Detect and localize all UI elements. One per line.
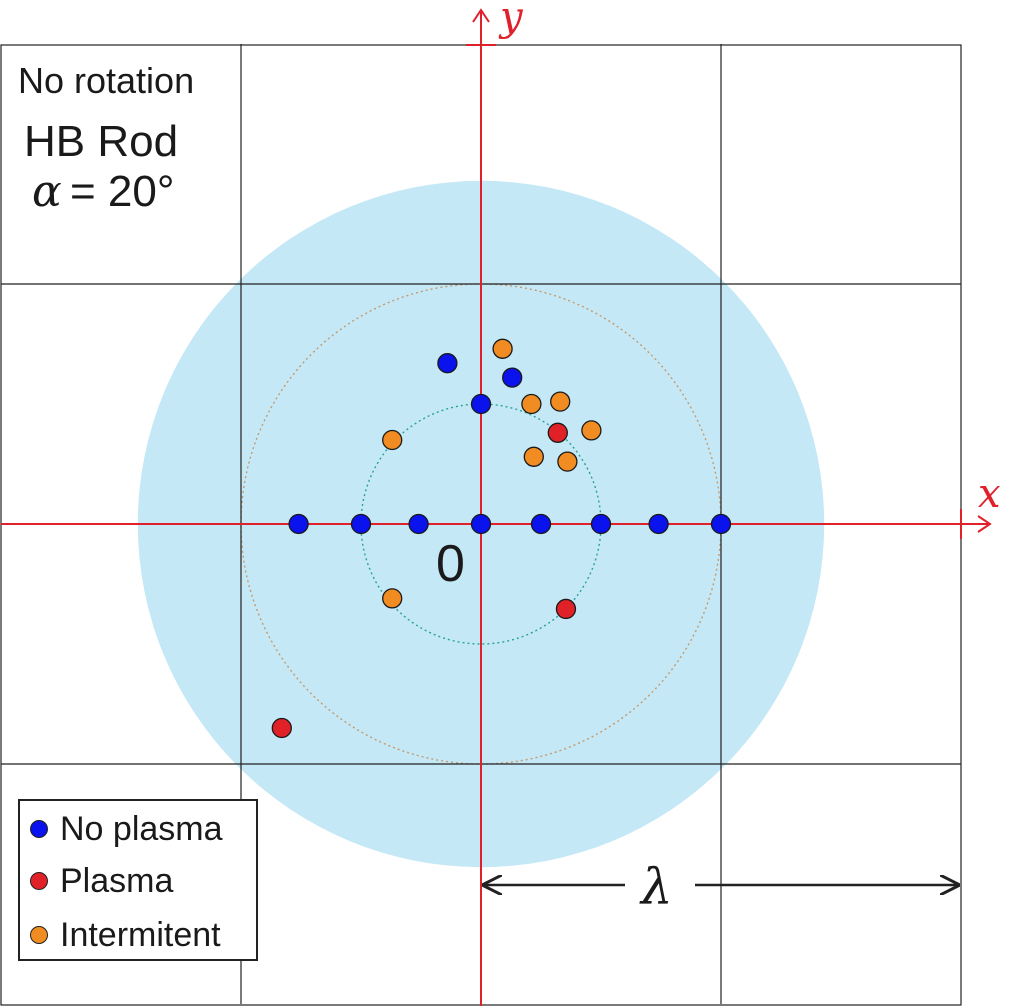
data-point-intermitent — [550, 391, 571, 412]
data-point-no-plasma — [437, 353, 458, 374]
data-point-intermitent — [382, 429, 403, 451]
data-point-no-plasma — [648, 513, 669, 535]
legend-item-plasma: Plasma — [30, 861, 173, 901]
legend: No plasma Plasma Intermitent — [18, 799, 258, 961]
data-point-no-plasma — [502, 367, 523, 388]
data-point-intermitent — [521, 393, 542, 415]
data-point-no-plasma — [470, 393, 492, 415]
data-point-no-plasma — [590, 513, 612, 535]
legend-item-intermitent: Intermitent — [30, 915, 221, 955]
data-point-plasma — [555, 598, 577, 620]
plasma-marker-icon — [30, 872, 48, 890]
rod-label: HB Rod — [24, 117, 178, 166]
data-point-intermitent — [492, 338, 513, 359]
legend-label-intermitent: Intermitent — [60, 915, 221, 954]
data-point-no-plasma — [350, 513, 372, 535]
legend-label-plasma: Plasma — [60, 861, 174, 900]
data-point-intermitent — [581, 420, 602, 441]
legend-item-no-plasma: No plasma — [30, 809, 223, 849]
alpha-value: = 20° — [70, 167, 174, 216]
rotation-label: No rotation — [18, 60, 194, 101]
data-point-plasma — [271, 717, 292, 739]
data-point-intermitent — [523, 446, 544, 467]
x-axis-label: x — [978, 471, 1001, 517]
origin-label: 0 — [436, 535, 465, 593]
lambda-dimension: λ — [484, 858, 958, 916]
data-point-no-plasma — [470, 513, 492, 535]
no-plasma-marker-icon — [30, 820, 48, 838]
data-point-no-plasma — [288, 513, 309, 535]
legend-label-no-plasma: No plasma — [60, 809, 223, 848]
lambda-label: λ — [639, 858, 673, 916]
intermitent-marker-icon — [30, 926, 48, 944]
y-axis-arrowhead — [472, 8, 490, 23]
points-layer — [271, 338, 732, 739]
data-point-intermitent — [382, 588, 403, 609]
data-point-plasma — [547, 422, 568, 443]
data-point-intermitent — [557, 451, 578, 472]
x-axis-arrowhead — [977, 515, 992, 533]
data-point-no-plasma — [530, 513, 552, 535]
y-axis-label: y — [498, 0, 524, 40]
data-point-no-plasma — [710, 513, 732, 535]
alpha-symbol: α — [32, 166, 62, 217]
data-point-no-plasma — [408, 513, 429, 535]
